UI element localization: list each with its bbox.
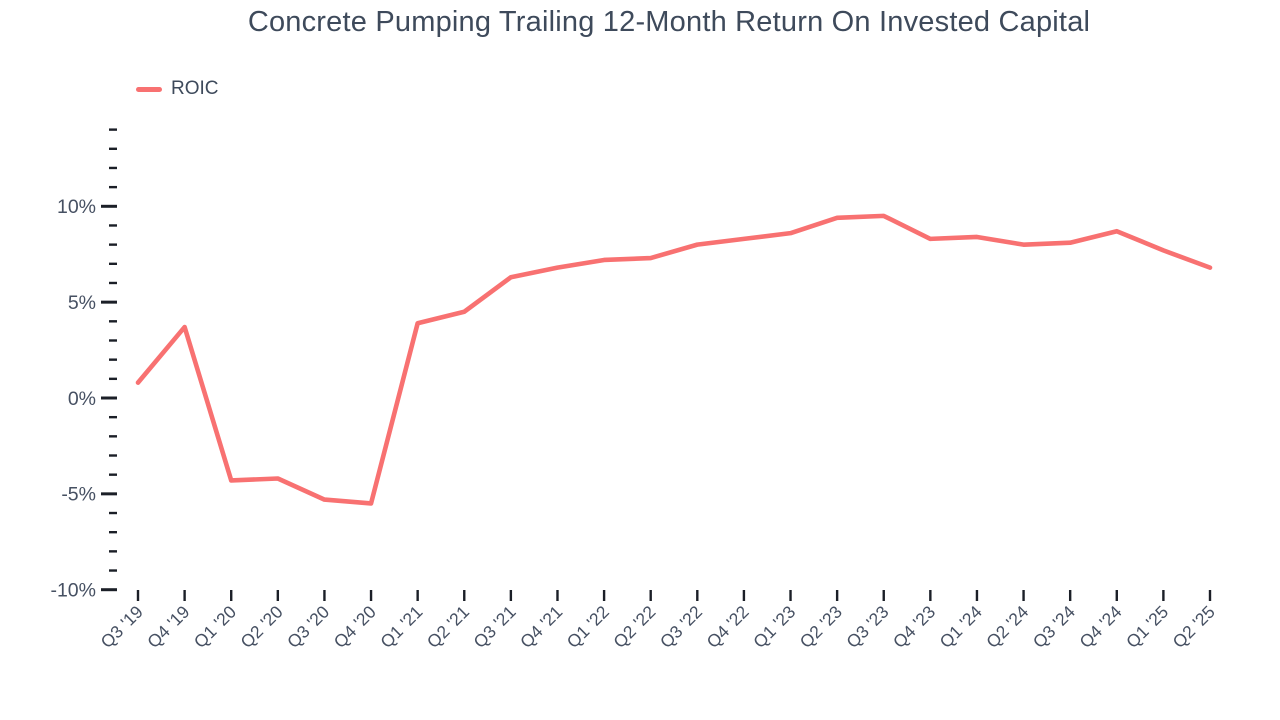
roic-series-line[interactable] xyxy=(135,213,1213,506)
x-tick-label: Q4 '21 xyxy=(516,602,566,652)
x-tick-label: Q1 '25 xyxy=(1122,602,1172,652)
y-tick-label: 0% xyxy=(68,388,96,410)
x-tick-label: Q3 '23 xyxy=(842,602,892,652)
x-tick-label: Q4 '22 xyxy=(703,602,753,652)
x-tick-label: Q3 '19 xyxy=(97,602,147,652)
x-tick-label: Q3 '22 xyxy=(656,602,706,652)
x-tick-label: Q3 '24 xyxy=(1029,601,1079,651)
y-tick-label: -10% xyxy=(50,580,96,602)
legend-item-roic[interactable]: ROIC xyxy=(136,78,219,100)
x-tick-label: Q1 '24 xyxy=(936,601,986,651)
x-tick-label: Q3 '21 xyxy=(469,602,519,652)
x-tick-label: Q4 '23 xyxy=(889,602,939,652)
x-tick-label: Q4 '19 xyxy=(143,602,193,652)
x-tick-label: Q2 '21 xyxy=(423,602,473,652)
chart-title: Concrete Pumping Trailing 12-Month Retur… xyxy=(247,6,1091,38)
x-tick-label: Q2 '22 xyxy=(609,602,659,652)
x-tick-label: Q1 '23 xyxy=(749,602,799,652)
y-tick-label: -5% xyxy=(61,484,96,506)
x-tick-label: Q1 '21 xyxy=(376,602,426,652)
x-tick-label: Q3 '20 xyxy=(283,601,333,651)
x-tick-label: Q1 '22 xyxy=(563,602,613,652)
legend-label: ROIC xyxy=(171,78,219,99)
x-tick-label: Q1 '20 xyxy=(190,601,240,651)
x-tick-label: Q4 '24 xyxy=(1075,601,1125,651)
y-tick-label: 10% xyxy=(57,196,96,218)
y-tick-label: 5% xyxy=(68,292,96,314)
x-tick-label: Q2 '24 xyxy=(982,601,1032,651)
x-tick-label: Q4 '20 xyxy=(330,601,380,651)
x-tick-label: Q2 '25 xyxy=(1169,602,1219,652)
x-tick-label: Q2 '23 xyxy=(796,602,846,652)
x-tick-label: Q2 '20 xyxy=(236,601,286,651)
legend-line-swatch-icon xyxy=(136,86,162,92)
